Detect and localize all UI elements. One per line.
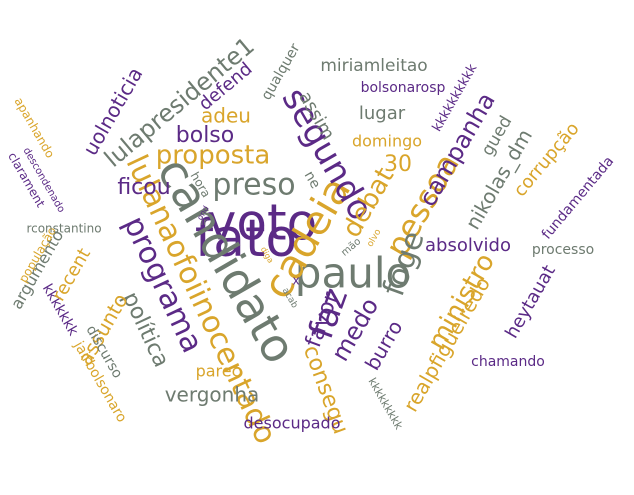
- word-32: miriamleitao: [320, 56, 427, 76]
- word-18: ficou: [117, 175, 170, 200]
- word-36: domingo: [352, 132, 422, 151]
- word-59: ne: [301, 168, 324, 191]
- word-42: heytauat: [501, 262, 560, 342]
- word-17: bolso: [176, 123, 234, 148]
- word-29: adeu: [201, 104, 251, 128]
- word-60: x: [292, 274, 299, 288]
- word-1: fato: [195, 209, 297, 269]
- word-57: desocupado: [244, 414, 341, 433]
- word-41: processo: [532, 242, 594, 258]
- word-31: lugar: [359, 103, 406, 124]
- word-34: bolsonarosp: [361, 80, 446, 96]
- word-37: 30: [384, 152, 412, 177]
- word-43: chamando: [471, 354, 545, 370]
- word-53: rconstantino: [26, 222, 101, 236]
- word-22: realpfigueiredo: [398, 273, 495, 416]
- word-0: voto: [207, 194, 317, 252]
- word-62: ir: [201, 217, 209, 228]
- word-2: paulo: [295, 249, 411, 298]
- word-7: preso: [212, 168, 295, 203]
- word-24: vergonha: [165, 383, 260, 407]
- word-46: parec: [196, 362, 241, 381]
- word-26: absolvido: [425, 235, 511, 256]
- word-8: proposta: [156, 141, 271, 171]
